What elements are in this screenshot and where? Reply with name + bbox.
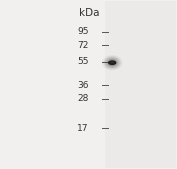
Ellipse shape	[110, 62, 114, 63]
Ellipse shape	[108, 60, 116, 65]
Ellipse shape	[107, 58, 118, 67]
Text: 72: 72	[77, 41, 88, 50]
Text: 17: 17	[77, 124, 88, 132]
Ellipse shape	[108, 59, 116, 66]
Ellipse shape	[105, 57, 119, 68]
Ellipse shape	[104, 56, 121, 69]
Text: kDa: kDa	[79, 8, 99, 18]
Text: 36: 36	[77, 81, 88, 90]
Text: 95: 95	[77, 27, 88, 36]
Ellipse shape	[102, 55, 122, 70]
Bar	[105, 1, 177, 168]
Text: 55: 55	[77, 57, 88, 66]
Text: 28: 28	[77, 94, 88, 103]
